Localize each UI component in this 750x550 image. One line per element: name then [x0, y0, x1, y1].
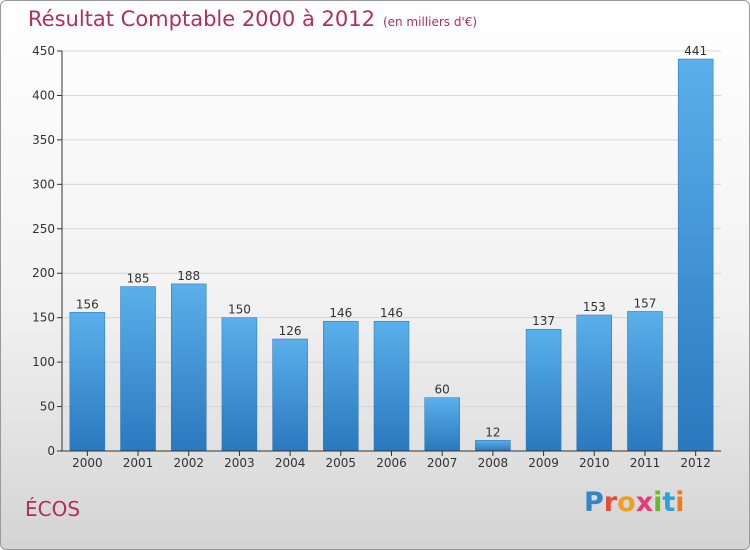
bar-value-label: 146	[380, 306, 403, 320]
bar-value-label: 188	[177, 269, 200, 283]
bar	[424, 397, 460, 452]
logo-letter: i	[653, 487, 663, 518]
x-tick-label: 2006	[376, 456, 407, 470]
bar	[627, 311, 663, 452]
logo-letter: r	[603, 487, 618, 518]
logo-letter: o	[617, 487, 636, 518]
bar	[576, 314, 613, 452]
x-tick-label: 2009	[528, 456, 559, 470]
x-tick-label: 2005	[326, 456, 357, 470]
bar-value-label: 185	[127, 272, 150, 286]
x-tick-label: 2010	[579, 456, 610, 470]
bar	[221, 317, 258, 452]
y-tick-label: 0	[47, 444, 55, 458]
axes-group: 0 50 100 150 200 250 300 350 400 450 2000 2001 2002 2…	[32, 44, 721, 470]
x-tick-label: 2011	[630, 456, 661, 470]
x-tick-label: 2003	[224, 456, 255, 470]
bar-value-label: 441	[684, 44, 707, 58]
logo-letter: x	[635, 487, 654, 518]
y-tick-label: 300	[32, 177, 55, 191]
bar	[272, 338, 308, 452]
chart-title-text: Résultat Comptable 2000 à 2012	[28, 7, 375, 31]
bar	[323, 320, 359, 452]
y-tick-label: 250	[32, 222, 55, 236]
logo-letter: i	[675, 487, 685, 518]
bar-value-label: 150	[228, 303, 251, 317]
x-tick-label: 2007	[427, 456, 458, 470]
bar-value-label: 156	[76, 297, 99, 311]
y-tick-label: 200	[32, 266, 55, 280]
bar	[120, 286, 156, 452]
y-tick-label: 100	[32, 355, 55, 369]
proxiti-logo: Proxiti	[584, 487, 685, 518]
bar-value-label: 126	[279, 324, 302, 338]
x-tick-label: 2000	[72, 456, 103, 470]
x-tick-label: 2004	[275, 456, 306, 470]
chart-title: Résultat Comptable 2000 à 2012 (en millie…	[28, 7, 477, 31]
bar-value-label: 157	[634, 296, 657, 310]
bar-value-label: 137	[532, 314, 555, 328]
commune-name: ÉCOS	[25, 497, 81, 521]
bar	[475, 440, 511, 452]
y-tick-label: 400	[32, 88, 55, 102]
logo-letter: P	[584, 487, 604, 518]
bar-value-label: 60	[435, 383, 450, 397]
bar-value-label: 12	[485, 425, 500, 439]
x-tick-label: 2008	[478, 456, 509, 470]
x-tick-label: 2012	[680, 456, 711, 470]
bars-group: 156 185 188 150 126 146 146 60 12 137 153 157 441	[69, 44, 714, 452]
y-tick-label: 150	[32, 311, 55, 325]
x-tick-label: 2002	[173, 456, 204, 470]
bar	[525, 328, 562, 452]
x-tick-label: 2001	[123, 456, 154, 470]
bar	[677, 58, 714, 452]
bar-value-label: 153	[583, 300, 606, 314]
bar	[69, 312, 106, 452]
bar	[170, 283, 207, 452]
bar	[373, 320, 410, 452]
y-tick-label: 450	[32, 44, 55, 58]
bar-value-label: 146	[329, 306, 352, 320]
y-tick-label: 350	[32, 133, 55, 147]
y-tick-label: 50	[40, 400, 55, 414]
logo-letter: t	[662, 487, 676, 518]
chart-subtitle: (en milliers d'€)	[382, 15, 478, 29]
